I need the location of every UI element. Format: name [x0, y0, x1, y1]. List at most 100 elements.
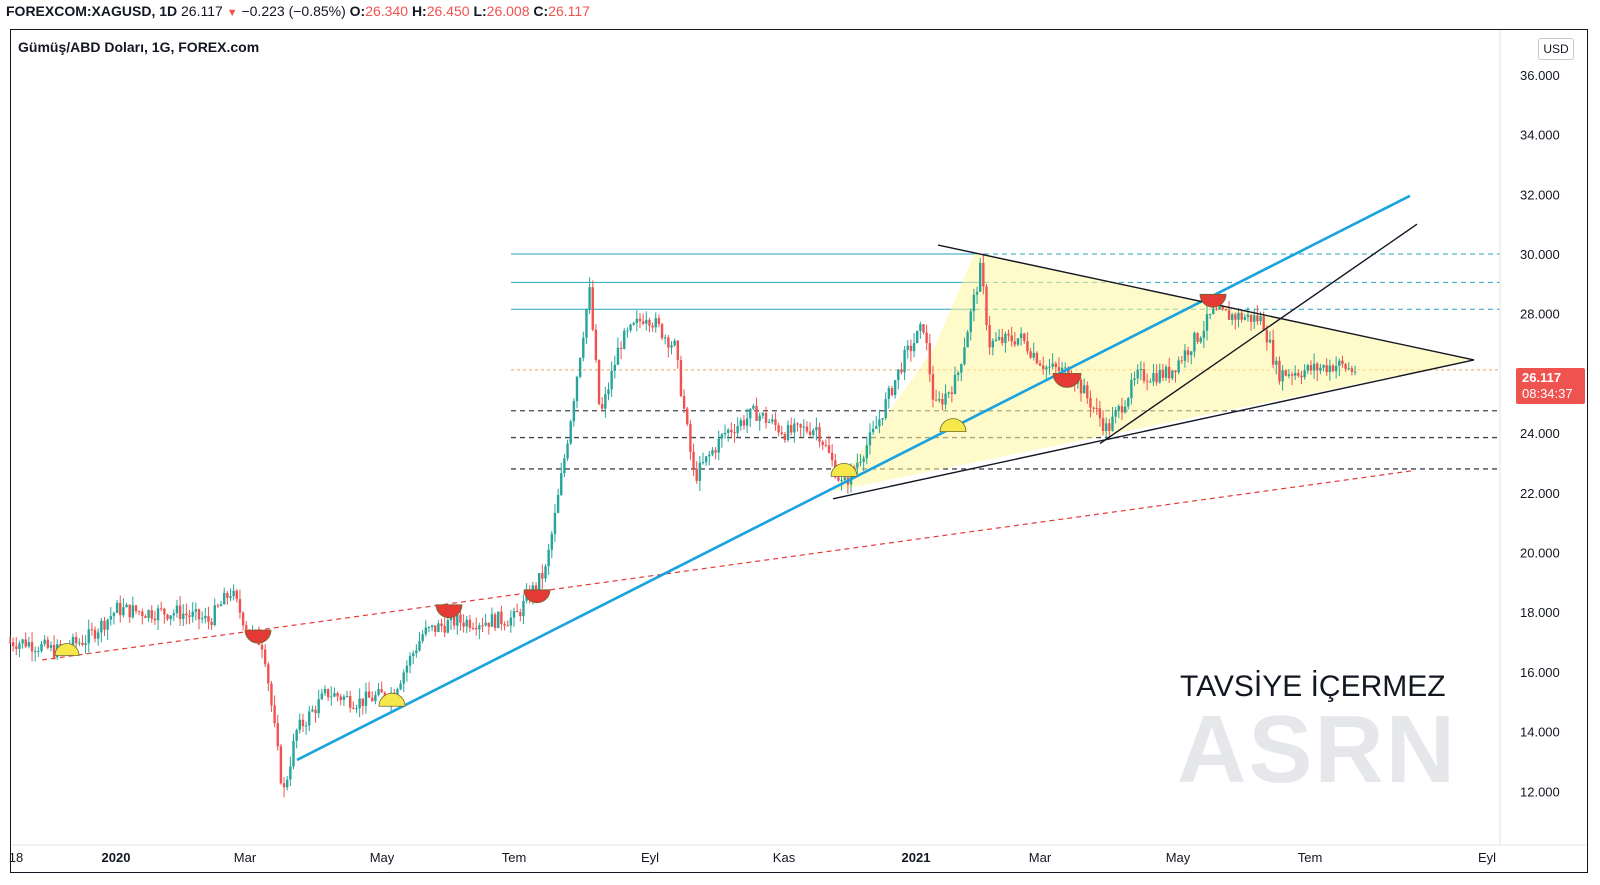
candle — [1278, 356, 1281, 385]
candle — [979, 258, 982, 292]
candle — [314, 705, 317, 723]
candle — [481, 617, 484, 633]
candle — [1051, 353, 1054, 370]
candle — [1149, 378, 1152, 383]
candle — [739, 417, 742, 431]
touch-marker-resistance — [244, 629, 272, 644]
candle — [223, 587, 226, 605]
candle — [1303, 364, 1306, 380]
candle — [774, 412, 777, 431]
candle — [1023, 332, 1026, 344]
candle — [1224, 308, 1228, 311]
touch-marker-resistance — [523, 589, 551, 604]
x-tick-label: Mar — [1029, 850, 1052, 865]
candle — [200, 611, 204, 624]
candle — [418, 631, 421, 652]
candle — [304, 721, 308, 735]
candle — [563, 453, 566, 478]
candle — [364, 682, 368, 714]
candle — [1095, 397, 1098, 415]
y-tick-label: 36.000 — [1520, 68, 1560, 83]
candle — [928, 333, 931, 382]
candle — [764, 406, 768, 429]
candle — [793, 418, 796, 443]
price-axis[interactable]: 12.000 14.000 16.000 18.000 20.000 22.000 24.0… — [1499, 30, 1560, 845]
candle — [1086, 381, 1089, 404]
candle — [1240, 309, 1243, 323]
candle — [131, 596, 135, 619]
candle — [1319, 363, 1322, 375]
candle — [150, 605, 153, 623]
price-change: −0.223 (−0.85%) — [241, 3, 346, 19]
candle — [210, 618, 213, 630]
candle — [714, 447, 717, 460]
candle — [349, 690, 352, 713]
candle — [893, 380, 897, 399]
candle — [1196, 332, 1199, 344]
candle — [569, 419, 572, 446]
candle — [1032, 342, 1035, 361]
candle — [197, 608, 201, 630]
candle — [191, 602, 194, 623]
candle — [487, 622, 490, 635]
candle — [875, 415, 878, 429]
candle — [497, 611, 500, 629]
candle — [619, 341, 623, 360]
x-tick-label: May — [1166, 850, 1191, 865]
candle — [408, 652, 412, 674]
candle — [1287, 368, 1291, 379]
candle — [761, 412, 765, 419]
y-tick-label: 34.000 — [1520, 128, 1560, 143]
symbol-name[interactable]: FOREXCOM:XAGUSD, 1D — [6, 3, 178, 19]
candle — [1297, 369, 1300, 378]
candle — [805, 421, 809, 434]
candle — [1284, 369, 1287, 377]
candle — [749, 408, 752, 428]
candle — [1231, 312, 1234, 326]
candle — [802, 419, 805, 437]
touch-marker-resistance — [435, 604, 463, 619]
currency-badge[interactable]: USD — [1538, 38, 1574, 60]
candle — [982, 253, 985, 295]
candle — [1316, 361, 1319, 381]
candle — [1158, 363, 1161, 384]
candle — [1152, 363, 1155, 387]
candle — [689, 419, 692, 461]
candle — [903, 345, 906, 380]
candle — [682, 389, 686, 414]
open-value: 26.340 — [365, 3, 409, 19]
time-axis[interactable]: 18 2020 Mar May Tem Eyl Kas 2021 Mar May Tem Eyl — [9, 844, 1586, 865]
candle — [575, 375, 579, 409]
candle — [1350, 365, 1354, 376]
candle — [616, 337, 620, 365]
candle — [1271, 329, 1275, 369]
candle — [1123, 399, 1127, 414]
candle — [18, 640, 21, 658]
candle — [219, 600, 223, 607]
steep-trendline — [1099, 223, 1418, 445]
candle — [922, 324, 925, 335]
candle — [415, 644, 418, 658]
candle — [1322, 364, 1325, 372]
candle — [371, 691, 374, 702]
candle — [1120, 397, 1124, 421]
chart-frame[interactable] — [10, 29, 1588, 873]
candle — [471, 622, 475, 631]
y-tick-label: 32.000 — [1520, 187, 1560, 202]
touch-marker-support — [830, 462, 858, 477]
chart-title: Gümüş/ABD Doları, 1G, FOREX.com — [18, 39, 260, 55]
candle — [352, 701, 355, 710]
candle — [985, 283, 988, 331]
candle — [374, 691, 377, 705]
candle — [166, 613, 169, 621]
candle — [100, 618, 103, 643]
candle — [182, 604, 185, 627]
candle — [1142, 362, 1146, 384]
candle — [178, 596, 182, 626]
candle — [112, 611, 116, 625]
candle — [106, 618, 109, 641]
candle — [339, 693, 342, 706]
candle — [1082, 378, 1086, 394]
candle — [692, 443, 695, 476]
